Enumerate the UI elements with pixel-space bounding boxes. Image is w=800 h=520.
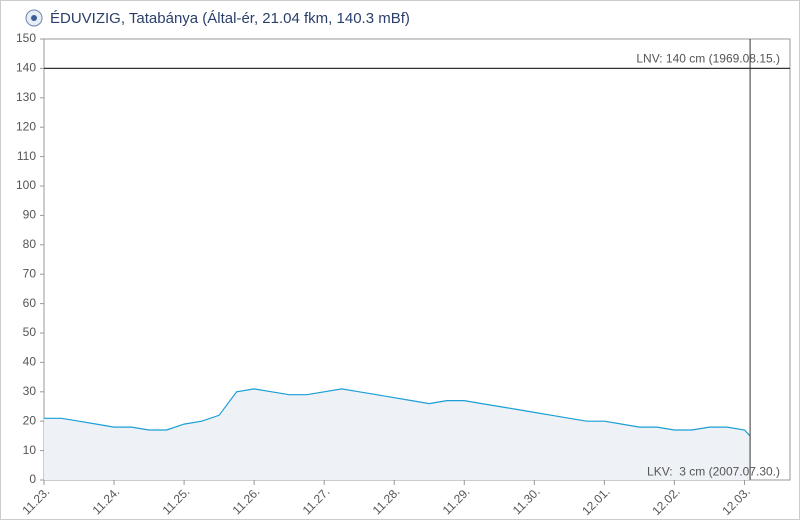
line xyxy=(44,388,751,437)
y-tick-label: 40 xyxy=(23,355,37,369)
y-tick-label: 130 xyxy=(16,90,36,104)
y-tick-label: 80 xyxy=(23,237,37,251)
y-tick-label: 150 xyxy=(16,31,36,45)
logo xyxy=(25,9,43,27)
y-tick-label: 110 xyxy=(17,149,36,163)
y-tick-label: 140 xyxy=(16,61,36,75)
y-tick-label: 120 xyxy=(16,119,36,133)
reference-label: LNV: 140 cm (1969.08.15.) xyxy=(636,52,780,66)
y-tick-label: 10 xyxy=(23,443,37,457)
y-tick-label: 0 xyxy=(29,472,36,486)
y-tick-label: 20 xyxy=(23,413,37,427)
y-tick-label: 90 xyxy=(23,208,37,222)
y-tick-label: 50 xyxy=(23,325,37,339)
reference-label: LKV: 3 cm (2007.07.30.) xyxy=(647,464,780,478)
y-tick-label: 100 xyxy=(16,178,36,192)
y-tick-label: 70 xyxy=(23,266,37,280)
area xyxy=(44,388,751,480)
chart-title: ÉDUVIZIG, Tatabánya (Által-ér, 21.04 fkm… xyxy=(50,10,410,27)
y-tick-label: 60 xyxy=(23,296,37,310)
y-tick-label: 30 xyxy=(23,384,37,398)
